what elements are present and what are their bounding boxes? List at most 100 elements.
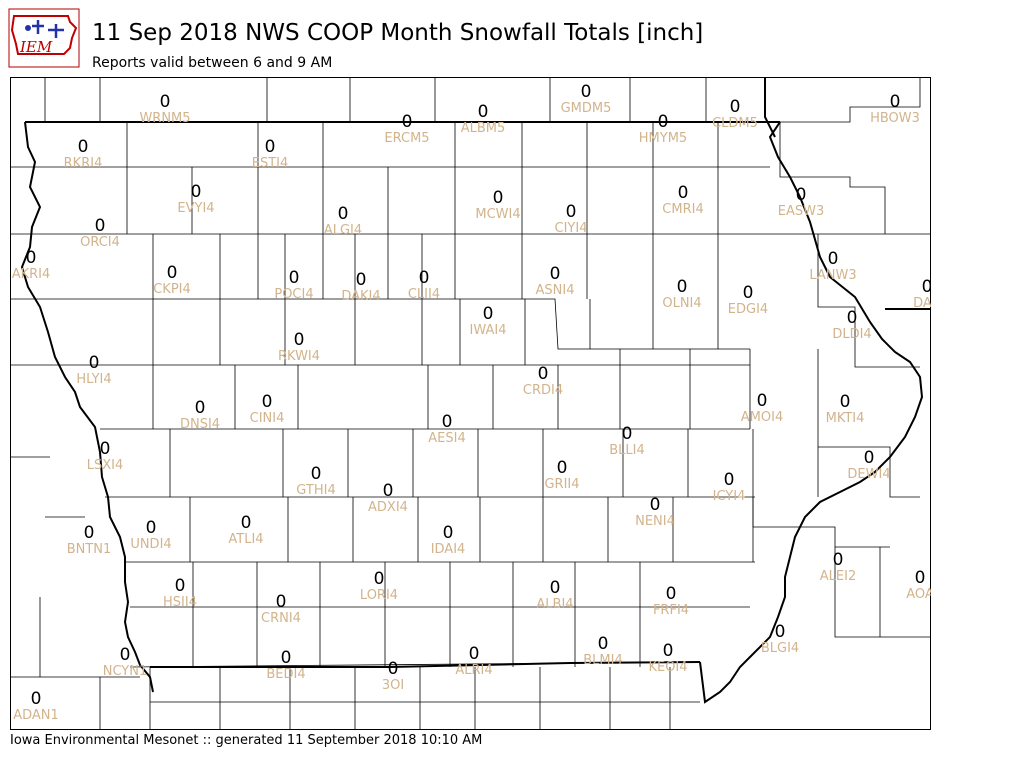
station-id-label: 3OI bbox=[382, 678, 404, 693]
station-id-label: ALBM5 bbox=[461, 121, 506, 136]
station-id-label: GTHI4 bbox=[296, 483, 335, 498]
station-value: 0 bbox=[538, 364, 549, 384]
station-value: 0 bbox=[483, 304, 494, 324]
station-value: 0 bbox=[78, 137, 89, 157]
station-id-label: ALGI4 bbox=[324, 223, 362, 238]
station-value: 0 bbox=[294, 330, 305, 350]
station-value: 0 bbox=[383, 481, 394, 501]
station-id-label: BEDI4 bbox=[266, 667, 305, 682]
station-id-label: LSXI4 bbox=[87, 458, 124, 473]
station-value: 0 bbox=[281, 648, 292, 668]
station-value: 0 bbox=[840, 392, 851, 412]
station-value: 0 bbox=[550, 264, 561, 284]
station-id-label: HBOW3 bbox=[870, 111, 920, 126]
station-id-label: BLMI4 bbox=[583, 653, 622, 668]
station-value: 0 bbox=[356, 270, 367, 290]
station-id-label: GRII4 bbox=[544, 477, 579, 492]
station-id-label: WRNM5 bbox=[139, 111, 190, 126]
station-id-label: MCWI4 bbox=[475, 207, 520, 222]
station-value: 0 bbox=[100, 439, 111, 459]
station-id-label: EASW3 bbox=[778, 204, 824, 219]
station-value: 0 bbox=[311, 464, 322, 484]
station-id-label: AMOI4 bbox=[741, 410, 783, 425]
station-value: 0 bbox=[658, 112, 669, 132]
station-id-label: ALEI2 bbox=[820, 569, 856, 584]
station-value: 0 bbox=[120, 645, 131, 665]
station-id-label: EDGI4 bbox=[728, 302, 768, 317]
station-value: 0 bbox=[31, 689, 42, 709]
station-id-label: CRNI4 bbox=[261, 611, 301, 626]
station-id-label: CLDM5 bbox=[712, 116, 758, 131]
station-dar: 0DAR bbox=[913, 277, 931, 311]
station-id-label: HLYI4 bbox=[76, 372, 111, 387]
map-title: 11 Sep 2018 NWS COOP Month Snowfall Tota… bbox=[92, 20, 704, 46]
station-value: 0 bbox=[89, 353, 100, 373]
station-id-label: DLDI4 bbox=[832, 327, 871, 342]
footer-credit: Iowa Environmental Mesonet :: generated … bbox=[10, 733, 483, 748]
station-id-label: CLII4 bbox=[408, 287, 440, 302]
station-id-label: NENI4 bbox=[635, 514, 675, 529]
station-value: 0 bbox=[922, 277, 931, 297]
station-value: 0 bbox=[146, 518, 157, 538]
station-value: 0 bbox=[550, 578, 561, 598]
station-id-label: BLGI4 bbox=[761, 641, 799, 656]
station-value: 0 bbox=[191, 182, 202, 202]
station-value: 0 bbox=[833, 550, 844, 570]
state-boundaries bbox=[20, 77, 930, 704]
station-value: 0 bbox=[26, 248, 37, 268]
station-id-label: IDAI4 bbox=[431, 542, 466, 557]
station-id-label: RKRI4 bbox=[64, 156, 103, 171]
station-value: 0 bbox=[677, 277, 688, 297]
station-value: 0 bbox=[757, 391, 768, 411]
station-value: 0 bbox=[95, 216, 106, 236]
station-value: 0 bbox=[847, 308, 858, 328]
logo-text: IEM bbox=[19, 38, 53, 56]
station-value: 0 bbox=[890, 92, 901, 112]
station-value: 0 bbox=[730, 97, 741, 117]
station-value: 0 bbox=[160, 92, 171, 112]
station-value: 0 bbox=[388, 659, 399, 679]
station-id-label: ESTI4 bbox=[252, 156, 289, 171]
station-value: 0 bbox=[167, 263, 178, 283]
station-id-label: LANW3 bbox=[809, 268, 856, 283]
station-value: 0 bbox=[241, 513, 252, 533]
station-id-label: AKRI4 bbox=[12, 267, 51, 282]
station-id-label: CRDI4 bbox=[523, 383, 563, 398]
station-value: 0 bbox=[598, 634, 609, 654]
station-value: 0 bbox=[402, 112, 413, 132]
map-subtitle: Reports valid between 6 and 9 AM bbox=[92, 55, 333, 71]
station-id-label: DNSI4 bbox=[180, 417, 220, 432]
station-id-label: NCYN1 bbox=[103, 664, 148, 679]
station-id-label: AESI4 bbox=[428, 431, 465, 446]
station-id-label: RKWI4 bbox=[278, 349, 320, 364]
